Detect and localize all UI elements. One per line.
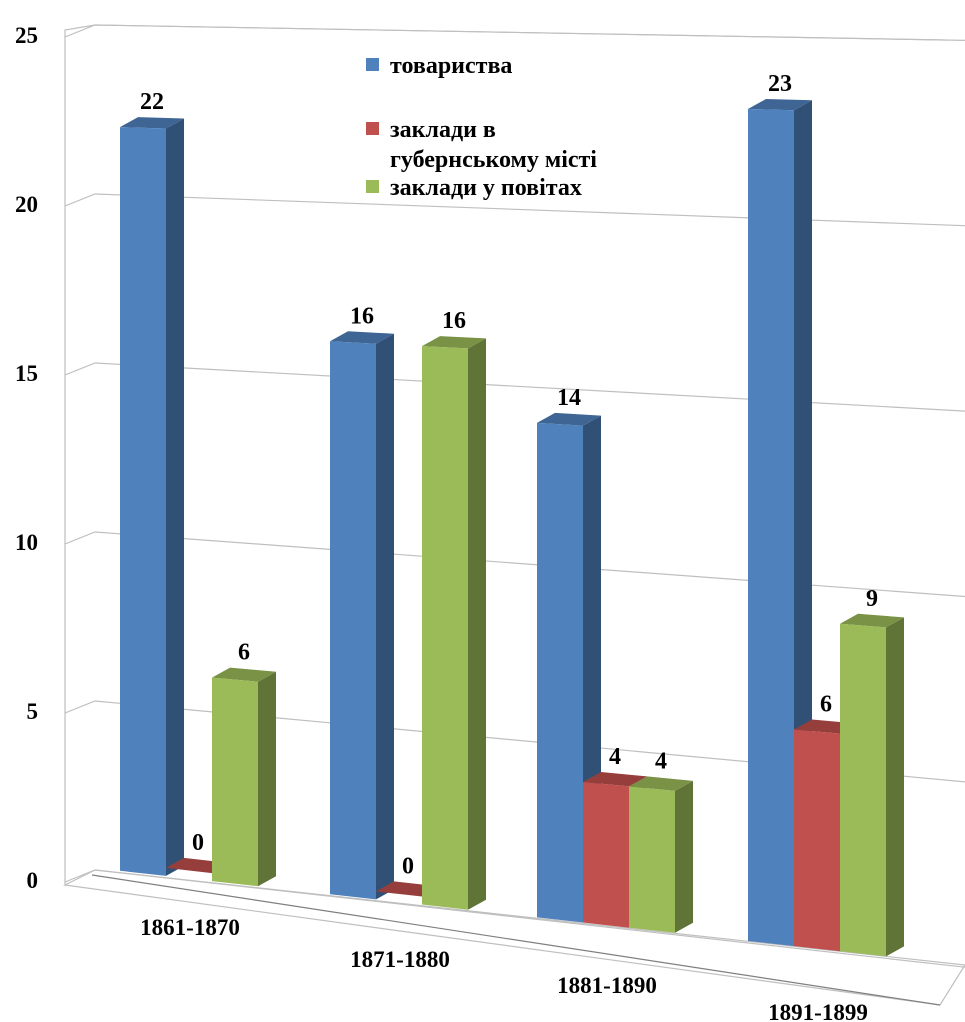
gridline — [64, 193, 965, 227]
gridline — [64, 869, 965, 968]
y-tick-label: 20 — [15, 192, 38, 217]
legend-label: товариства — [390, 53, 512, 79]
x-category-label: 1861-1870 — [140, 915, 240, 940]
gridlines — [64, 24, 965, 968]
data-label: 16 — [350, 303, 374, 329]
legend-swatch — [366, 180, 379, 193]
legend-swatch — [366, 58, 379, 71]
legend-item: заклади в губернському місті — [366, 117, 597, 173]
gridline — [64, 362, 965, 412]
bar-top — [330, 331, 394, 344]
legend-item: товариства — [366, 53, 512, 79]
legend-item: заклади у повітах — [366, 175, 582, 201]
bars — [120, 99, 904, 957]
legend: товариства заклади в губернському містізак… — [366, 53, 597, 201]
bar-side — [376, 333, 394, 900]
bar-top — [212, 667, 276, 682]
bar — [629, 776, 693, 933]
bar-side — [258, 671, 276, 887]
bar-top — [583, 772, 647, 787]
data-label: 6 — [820, 692, 832, 718]
bar-top — [120, 117, 184, 129]
data-label: 22 — [140, 89, 164, 115]
gridline — [64, 700, 965, 783]
bar-side — [468, 338, 486, 910]
bar-top — [422, 336, 486, 349]
data-label: 0 — [192, 830, 204, 856]
bar-side — [886, 617, 904, 957]
bar — [120, 117, 184, 876]
y-axis-ticks: 0 5 10 15 20 25 — [15, 23, 38, 893]
bar-front — [330, 341, 376, 900]
bar-top — [840, 613, 904, 628]
x-axis-categories: 1861-1870 1871-1880 1881-1890 1891-1899 — [140, 915, 868, 1022]
data-label: 4 — [609, 744, 621, 770]
bar-side — [166, 118, 184, 876]
x-axis-line — [91, 874, 941, 1006]
legend-label: губернському місті — [390, 147, 597, 173]
bar — [330, 331, 394, 900]
legend-label: заклади в — [390, 117, 496, 143]
bar-front — [120, 127, 166, 876]
bar-front — [748, 109, 794, 947]
floor-outline — [62, 869, 965, 1006]
y-tick-label: 5 — [27, 699, 39, 724]
data-label: 4 — [655, 748, 667, 774]
bar-front — [794, 729, 840, 952]
bar-front — [840, 623, 886, 957]
bar-front — [422, 346, 468, 910]
bar-top — [537, 412, 601, 426]
bar — [212, 667, 276, 887]
data-label: 9 — [866, 586, 878, 612]
gridline — [64, 531, 965, 598]
data-label: 6 — [238, 640, 250, 666]
bar — [840, 613, 904, 957]
data-label: 14 — [557, 385, 581, 411]
legend-swatch — [366, 122, 379, 135]
bar-front — [537, 422, 583, 923]
legend-label: заклади у повітах — [390, 175, 582, 201]
bar-front — [212, 677, 258, 887]
y-tick-label: 10 — [15, 530, 38, 555]
data-label: 0 — [402, 853, 414, 879]
bar-top — [748, 99, 812, 111]
data-label: 23 — [768, 71, 792, 97]
x-category-label: 1891-1899 — [768, 1000, 868, 1022]
x-category-label: 1871-1880 — [350, 947, 450, 972]
data-labels: 22 0 6 16 0 16 14 4 4 23 6 9 — [140, 71, 878, 879]
bar — [422, 336, 486, 910]
bar-front — [583, 782, 629, 928]
bar-top — [629, 776, 693, 791]
gridline — [64, 24, 965, 41]
data-label: 16 — [442, 308, 466, 334]
bar-front — [629, 786, 675, 933]
bar-side — [675, 780, 693, 933]
y-tick-label: 25 — [15, 23, 38, 48]
x-category-label: 1881-1890 — [557, 973, 657, 998]
y-tick-label: 0 — [27, 868, 39, 893]
y-tick-label: 15 — [15, 361, 38, 386]
